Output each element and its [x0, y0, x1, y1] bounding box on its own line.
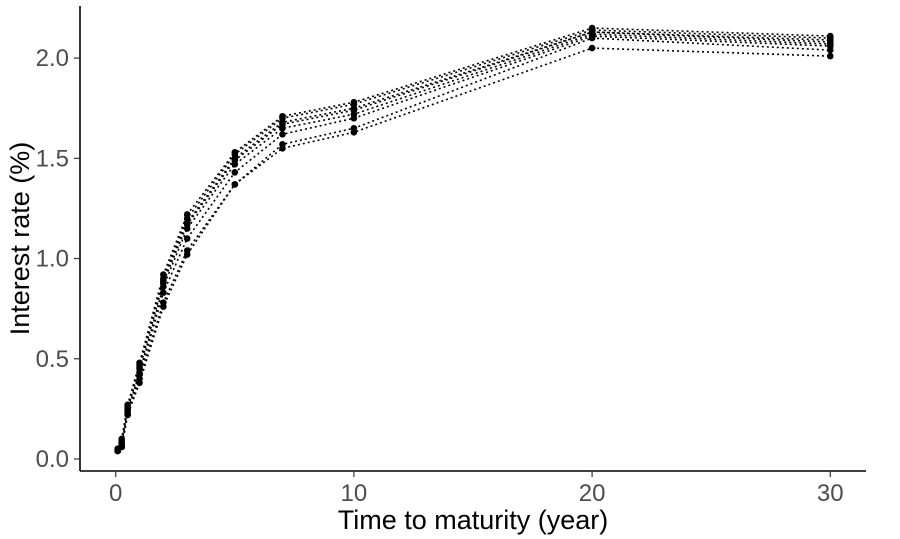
series-line [116, 27, 831, 450]
data-point [279, 124, 286, 132]
data-point [183, 235, 191, 242]
data-point [124, 411, 131, 419]
series-line [116, 29, 831, 450]
data-point [160, 283, 167, 290]
data-point [231, 181, 239, 188]
data-point [118, 443, 125, 451]
y-tick-label: 1.0 [36, 246, 69, 273]
x-axis-title: Time to maturity (year) [338, 505, 609, 535]
y-axis-title: Interest rate (%) [5, 142, 35, 336]
series-line [117, 31, 831, 450]
data-point [183, 251, 191, 258]
data-point [279, 130, 286, 138]
series-7 [114, 34, 834, 455]
series-2 [114, 26, 834, 453]
series-8 [114, 44, 834, 455]
series-3 [114, 28, 834, 453]
data-point [160, 289, 167, 296]
series-line [117, 37, 831, 452]
data-point [114, 447, 122, 455]
data-point [231, 161, 239, 168]
data-point [279, 145, 286, 152]
x-tick-label: 20 [579, 480, 606, 507]
series-line [117, 47, 831, 452]
series-line [117, 33, 831, 452]
data-point [588, 34, 596, 42]
x-tick-label: 30 [817, 480, 844, 507]
series-4 [114, 28, 834, 453]
series-line [117, 35, 831, 452]
y-tick-label: 2.0 [36, 45, 69, 72]
ticks-layer: 0 10 20 30 0.0 0.5 1.0 1.5 2.0 [36, 45, 844, 507]
data-point [588, 44, 596, 52]
series-5 [114, 30, 834, 455]
data-point [826, 46, 834, 54]
series-1 [114, 24, 834, 453]
axes-layer [79, 6, 866, 472]
data-point [231, 169, 239, 176]
data-point [136, 379, 143, 387]
data-point [350, 114, 358, 122]
data-point [350, 128, 358, 136]
series-6 [114, 32, 834, 455]
series-layer [114, 24, 834, 455]
data-point [160, 303, 167, 310]
data-point [826, 52, 834, 60]
data-point [183, 225, 191, 232]
x-tick-label: 0 [109, 480, 122, 507]
y-tick-label: 0.5 [36, 346, 69, 373]
series-line [117, 31, 831, 450]
y-tick-label: 1.5 [36, 145, 69, 172]
y-tick-label: 0.0 [36, 446, 69, 473]
x-tick-label: 10 [341, 480, 368, 507]
